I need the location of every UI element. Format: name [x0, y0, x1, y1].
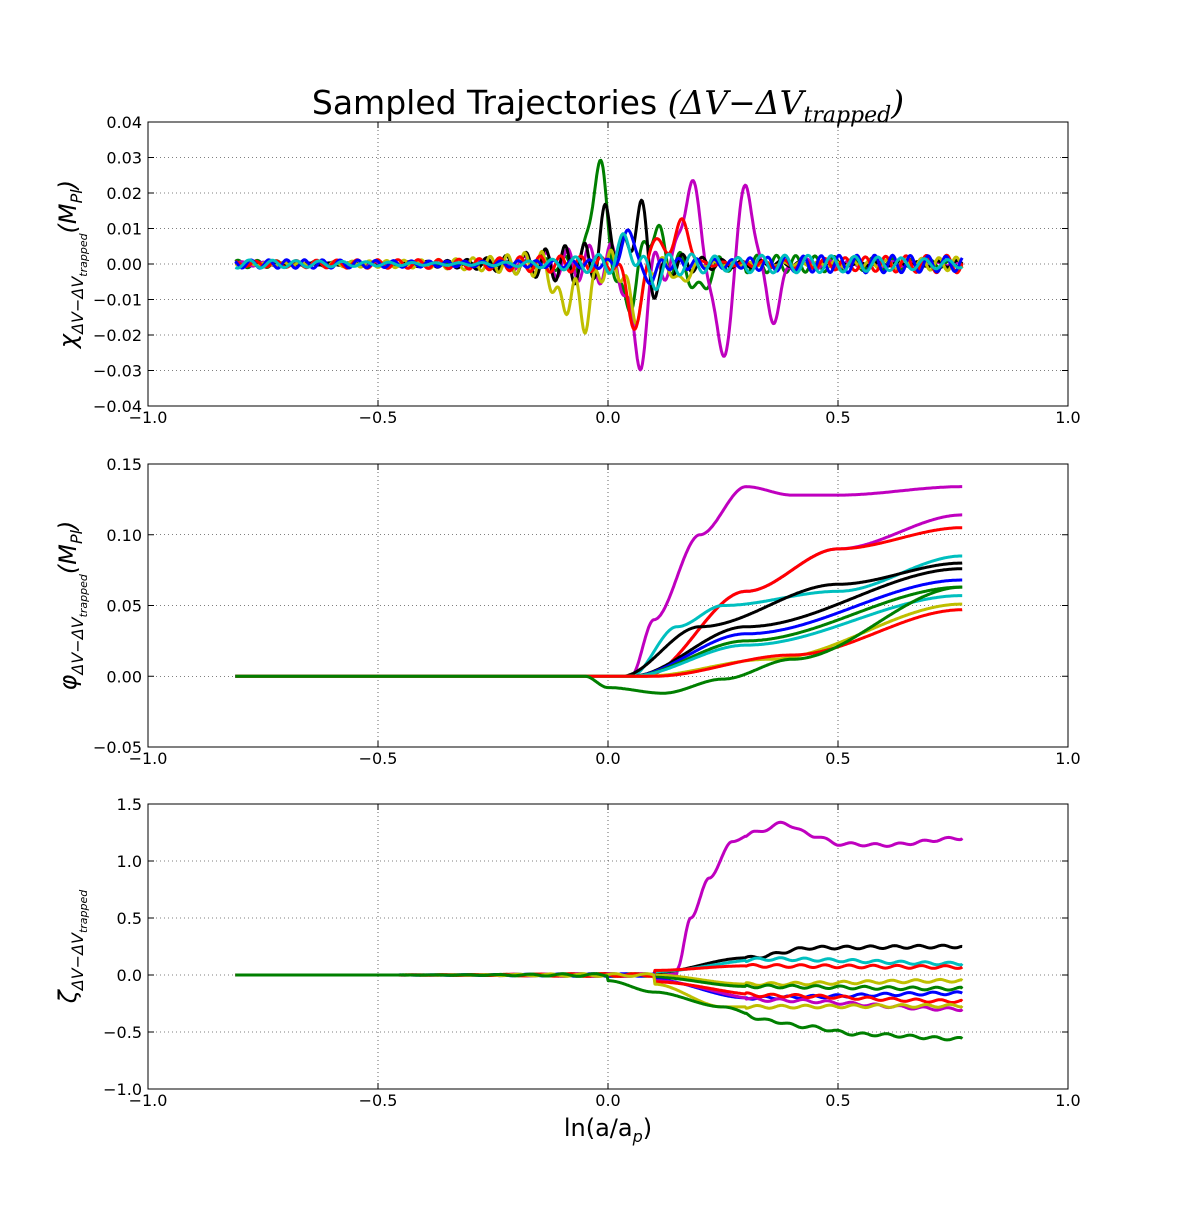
y-tick-label: −1.0	[103, 1080, 142, 1099]
x-tick-label: −0.5	[359, 408, 398, 427]
series-line-y	[234, 248, 964, 335]
series-group	[234, 485, 963, 695]
x-tick-label: −1.0	[129, 749, 168, 768]
x-tick-label: 0.5	[825, 749, 850, 768]
y-tick-label: 0.00	[106, 255, 142, 274]
y-tick-label: −0.05	[93, 738, 142, 757]
y-tick-label: 0.02	[106, 184, 142, 203]
x-tick-label: −0.5	[359, 749, 398, 768]
y-tick-label: 0.00	[106, 667, 142, 686]
series-line-g	[234, 585, 963, 678]
y-tick-label: 0.5	[117, 909, 142, 928]
y-tick-label: −0.02	[93, 326, 142, 345]
y-tick-label: 0.15	[106, 455, 142, 474]
x-axis-label: ln(a/ap)	[564, 1114, 652, 1146]
y-tick-label: 1.0	[117, 852, 142, 871]
x-tick-label: 0.0	[595, 749, 620, 768]
series-line-g	[234, 585, 963, 695]
y-axis-label: φΔV−ΔVtrapped(MPl)	[54, 521, 90, 691]
series-line-m	[234, 485, 963, 678]
series-line-r	[234, 526, 963, 678]
x-tick-label: −1.0	[129, 1091, 168, 1110]
series-line-m	[234, 513, 963, 678]
y-axis-label: χΔV−ΔVtrapped(MPl)	[54, 180, 90, 350]
y-tick-label: 0.0	[117, 966, 142, 985]
x-tick-label: 1.0	[1055, 408, 1080, 427]
y-axis-label: ζΔV−ΔVtrapped	[54, 889, 90, 1005]
series-group	[234, 158, 964, 372]
y-tick-label: 0.01	[106, 220, 142, 239]
x-tick-label: −1.0	[129, 408, 168, 427]
x-tick-label: 0.0	[595, 408, 620, 427]
x-tick-label: 0.0	[595, 1091, 620, 1110]
x-tick-label: 1.0	[1055, 1091, 1080, 1110]
y-tick-label: −0.04	[93, 397, 142, 416]
x-tick-label: 1.0	[1055, 749, 1080, 768]
x-tick-label: 0.5	[825, 1091, 850, 1110]
y-tick-label: −0.5	[103, 1023, 142, 1042]
y-tick-label: 1.5	[117, 795, 142, 814]
y-tick-label: 0.05	[106, 597, 142, 616]
phi-panel: −1.0 −0.5 0.0 0.5 1.0 −0.05 0.00 0.05 0.10 0.15 φΔ…	[54, 455, 1081, 768]
series-line-b	[234, 578, 963, 678]
series-line-b	[234, 228, 964, 286]
zeta-panel: −1.0 −0.5 0.0 0.5 1.0 −1.0 −0.5 0.0 0.5 1.0 1.5 ζΔV…	[54, 795, 1081, 1110]
chart-title: Sampled Trajectories (ΔV−ΔVtrapped)	[312, 83, 904, 128]
series-line-m	[234, 820, 964, 978]
series-line-c	[234, 554, 963, 678]
y-tick-label: 0.03	[106, 149, 142, 168]
series-line-c	[234, 232, 964, 292]
y-tick-label: −0.01	[93, 291, 142, 310]
series-group	[234, 820, 964, 1042]
y-tick-label: 0.04	[106, 113, 142, 132]
y-tick-label: −0.03	[93, 362, 142, 381]
chi-panel: −1.0 −0.5 0.0 0.5 1.0 −0.04 −0.03 −0.02 −0.01 0.0…	[54, 113, 1081, 427]
x-tick-label: 0.5	[825, 408, 850, 427]
x-tick-label: −0.5	[359, 1091, 398, 1110]
series-line-g	[234, 972, 964, 1042]
y-tick-label: 0.10	[106, 526, 142, 545]
